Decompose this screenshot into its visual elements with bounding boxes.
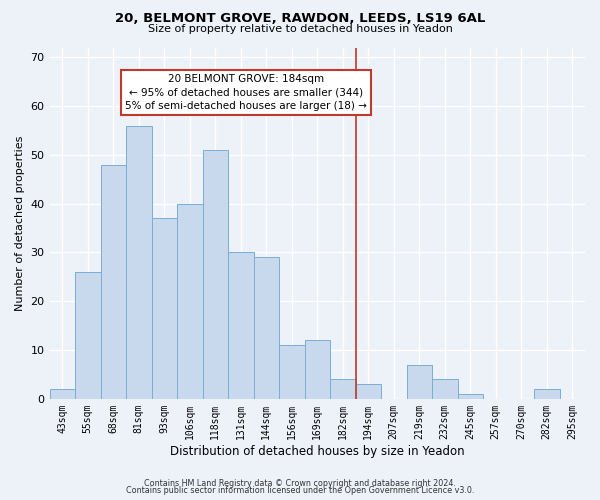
Text: Contains public sector information licensed under the Open Government Licence v3: Contains public sector information licen… xyxy=(126,486,474,495)
Bar xyxy=(279,345,305,399)
Bar xyxy=(101,164,126,399)
Bar xyxy=(407,364,432,399)
Bar xyxy=(126,126,152,399)
Bar xyxy=(356,384,381,399)
X-axis label: Distribution of detached houses by size in Yeadon: Distribution of detached houses by size … xyxy=(170,444,464,458)
Bar xyxy=(330,380,356,399)
Bar xyxy=(177,204,203,399)
Text: 20, BELMONT GROVE, RAWDON, LEEDS, LS19 6AL: 20, BELMONT GROVE, RAWDON, LEEDS, LS19 6… xyxy=(115,12,485,26)
Y-axis label: Number of detached properties: Number of detached properties xyxy=(15,136,25,311)
Bar xyxy=(458,394,483,399)
Bar xyxy=(534,389,560,399)
Bar xyxy=(50,389,75,399)
Text: 20 BELMONT GROVE: 184sqm
← 95% of detached houses are smaller (344)
5% of semi-d: 20 BELMONT GROVE: 184sqm ← 95% of detach… xyxy=(125,74,367,110)
Bar xyxy=(203,150,228,399)
Bar xyxy=(228,252,254,399)
Bar xyxy=(75,272,101,399)
Bar xyxy=(305,340,330,399)
Bar xyxy=(432,380,458,399)
Bar xyxy=(152,218,177,399)
Bar xyxy=(254,258,279,399)
Text: Contains HM Land Registry data © Crown copyright and database right 2024.: Contains HM Land Registry data © Crown c… xyxy=(144,478,456,488)
Text: Size of property relative to detached houses in Yeadon: Size of property relative to detached ho… xyxy=(148,24,452,34)
